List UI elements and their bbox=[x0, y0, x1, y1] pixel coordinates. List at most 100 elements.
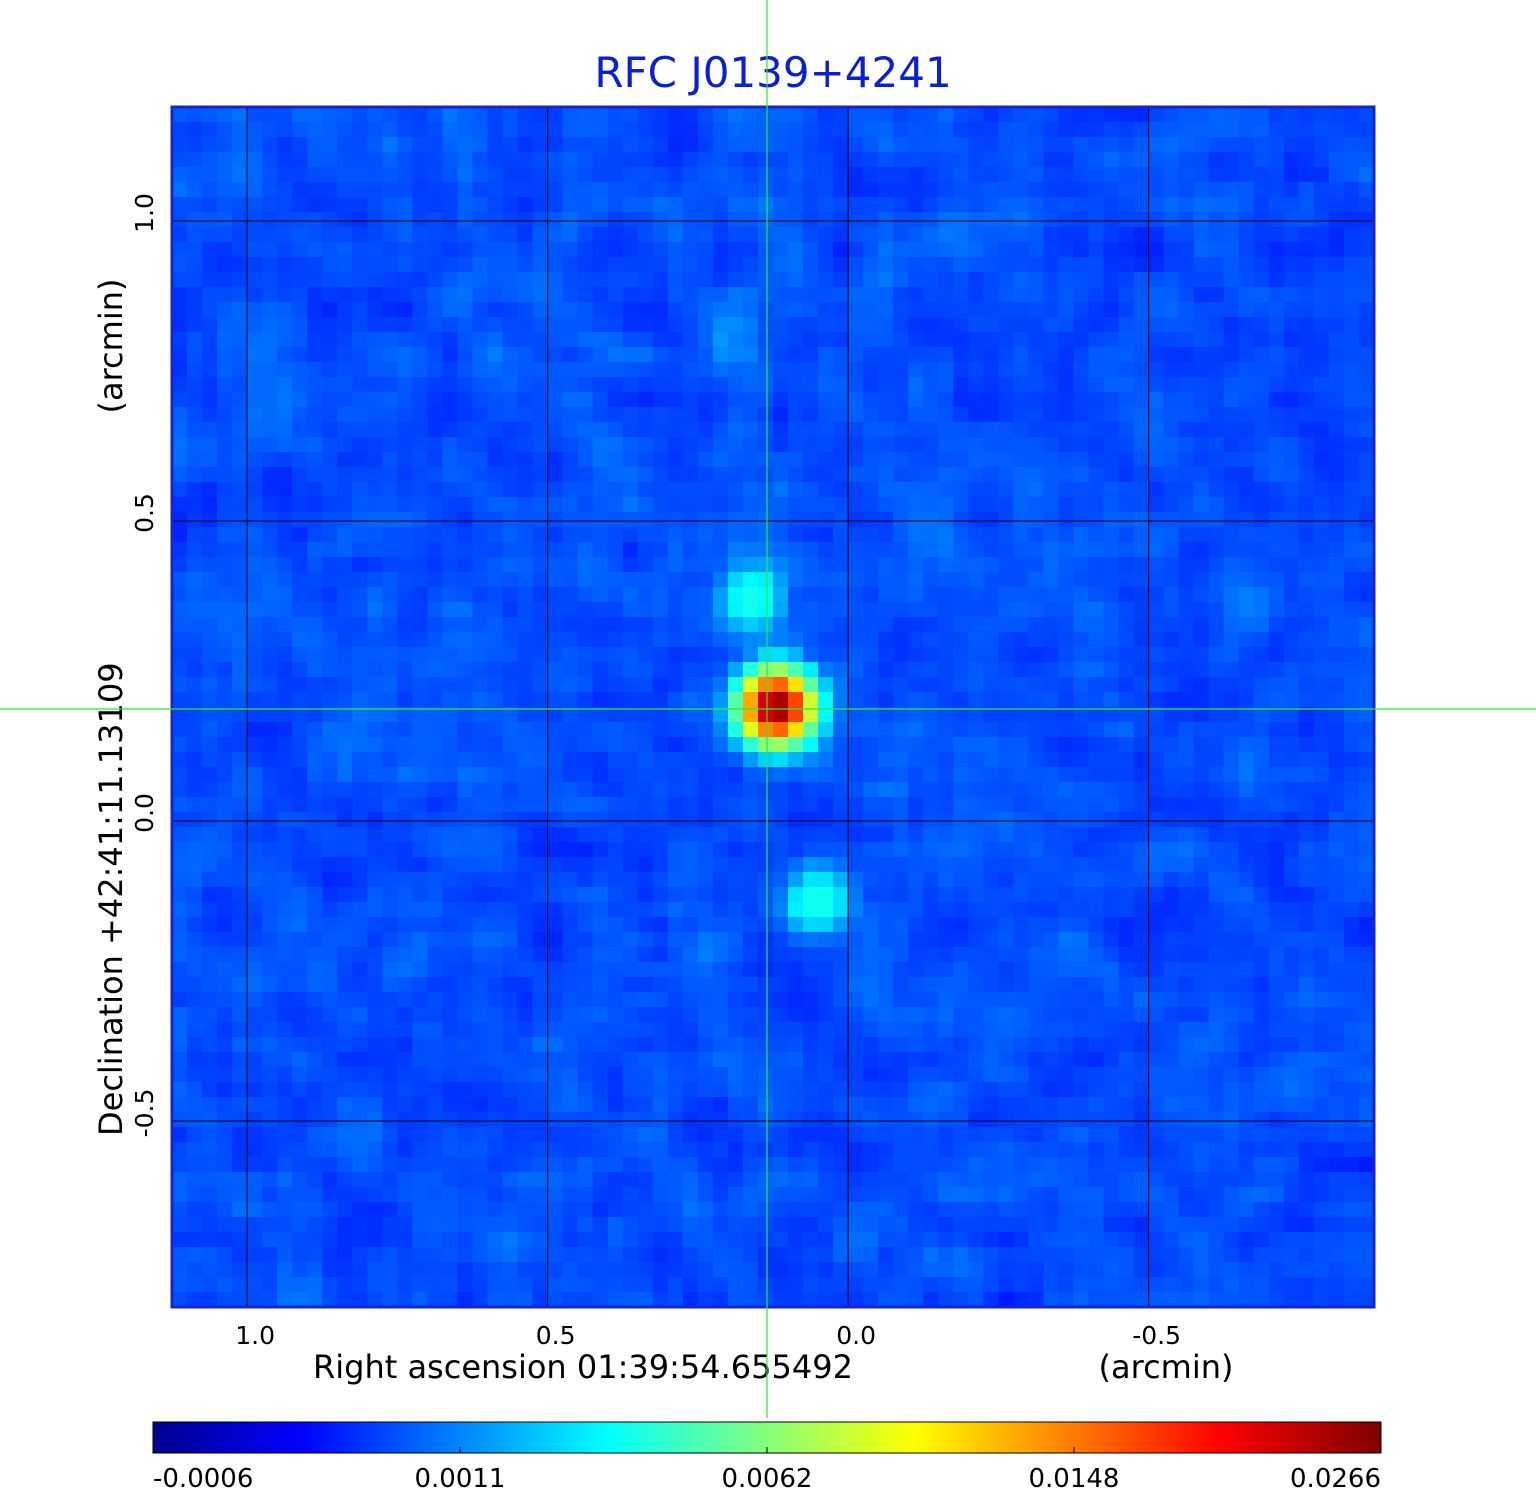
heatmap-cell bbox=[1253, 197, 1270, 213]
heatmap-cell bbox=[1088, 197, 1105, 213]
heatmap-cell bbox=[1313, 467, 1330, 483]
heatmap-cell bbox=[382, 377, 398, 393]
heatmap-cell bbox=[727, 152, 744, 168]
heatmap-cell bbox=[1043, 872, 1060, 888]
heatmap-cell bbox=[292, 1007, 308, 1023]
heatmap-cell bbox=[592, 137, 609, 153]
heatmap-cell bbox=[1028, 662, 1045, 678]
heatmap-cell bbox=[187, 662, 203, 678]
heatmap-cell bbox=[938, 167, 954, 183]
heatmap-cell bbox=[397, 677, 414, 693]
heatmap-cell bbox=[1058, 677, 1075, 693]
heatmap-cell bbox=[1073, 467, 1090, 483]
heatmap-cell bbox=[547, 497, 564, 513]
heatmap-cell bbox=[908, 947, 924, 963]
heatmap-cell bbox=[833, 617, 849, 633]
heatmap-cell bbox=[727, 827, 744, 843]
heatmap-cell bbox=[352, 602, 368, 618]
heatmap-cell bbox=[1283, 932, 1300, 948]
heatmap-cell bbox=[1358, 122, 1375, 138]
heatmap-cell bbox=[923, 977, 939, 993]
heatmap-cell bbox=[1343, 332, 1360, 348]
heatmap-cell bbox=[833, 902, 849, 918]
heatmap-cell bbox=[998, 827, 1015, 843]
heatmap-cell bbox=[1313, 1007, 1330, 1023]
heatmap-cell bbox=[833, 737, 849, 753]
heatmap-cell bbox=[562, 332, 579, 348]
heatmap-cell bbox=[757, 617, 774, 633]
heatmap-cell bbox=[367, 812, 383, 828]
heatmap-cell bbox=[727, 527, 744, 543]
heatmap-cell bbox=[727, 932, 744, 948]
heatmap-cell bbox=[757, 302, 774, 318]
heatmap-cell bbox=[337, 527, 353, 543]
heatmap-cell bbox=[1028, 992, 1045, 1008]
heatmap-cell bbox=[187, 452, 203, 468]
heatmap-cell bbox=[607, 797, 624, 813]
heatmap-cell bbox=[487, 962, 504, 978]
heatmap-cell bbox=[1118, 1022, 1135, 1038]
heatmap-cell bbox=[202, 692, 218, 708]
heatmap-cell bbox=[472, 362, 489, 378]
heatmap-cell bbox=[1073, 332, 1090, 348]
heatmap-cell bbox=[788, 572, 804, 588]
heatmap-cell bbox=[1133, 707, 1150, 723]
heatmap-cell bbox=[397, 1007, 414, 1023]
heatmap-cell bbox=[1298, 377, 1315, 393]
heatmap-cell bbox=[322, 572, 338, 588]
heatmap-cell bbox=[953, 422, 969, 438]
heatmap-cell bbox=[652, 767, 669, 783]
heatmap-cell bbox=[277, 812, 293, 828]
heatmap-cell bbox=[953, 932, 969, 948]
heatmap-cell bbox=[1283, 677, 1300, 693]
heatmap-cell bbox=[773, 482, 789, 498]
heatmap-cell bbox=[682, 512, 699, 528]
heatmap-cell bbox=[1148, 752, 1165, 768]
heatmap-cell bbox=[682, 707, 699, 723]
heatmap-cell bbox=[1208, 752, 1225, 768]
heatmap-cell bbox=[1268, 407, 1285, 423]
heatmap-cell bbox=[1208, 662, 1225, 678]
heatmap-cell bbox=[1028, 152, 1045, 168]
heatmap-cell bbox=[352, 752, 368, 768]
heatmap-cell bbox=[1028, 947, 1045, 963]
heatmap-cell bbox=[277, 977, 293, 993]
heatmap-cell bbox=[562, 992, 579, 1008]
heatmap-cell bbox=[742, 512, 759, 528]
heatmap-cell bbox=[637, 962, 654, 978]
heatmap-cell bbox=[517, 557, 534, 573]
heatmap-cell bbox=[652, 692, 669, 708]
heatmap-cell bbox=[848, 422, 864, 438]
heatmap-cell bbox=[1103, 167, 1120, 183]
heatmap-cell bbox=[517, 677, 534, 693]
heatmap-cell bbox=[577, 467, 594, 483]
heatmap-cell bbox=[1118, 497, 1135, 513]
heatmap-cell bbox=[848, 977, 864, 993]
heatmap-cell bbox=[953, 902, 969, 918]
heatmap-cell bbox=[1118, 257, 1135, 273]
heatmap-cell bbox=[1148, 302, 1165, 318]
heatmap-cell bbox=[923, 602, 939, 618]
heatmap-cell bbox=[187, 647, 203, 663]
heatmap-cell bbox=[652, 902, 669, 918]
heatmap-cell bbox=[517, 587, 534, 603]
heatmap-cell bbox=[1118, 812, 1135, 828]
heatmap-cell bbox=[352, 887, 368, 903]
heatmap-cell bbox=[908, 692, 924, 708]
heatmap-cell bbox=[833, 437, 849, 453]
heatmap-cell bbox=[202, 617, 218, 633]
heatmap-cell bbox=[908, 827, 924, 843]
heatmap-cell bbox=[1028, 272, 1045, 288]
heatmap-cell bbox=[232, 812, 248, 828]
heatmap-cell bbox=[382, 152, 398, 168]
heatmap-cell bbox=[187, 917, 203, 933]
heatmap-cell bbox=[1358, 587, 1375, 603]
heatmap-cell bbox=[803, 872, 819, 888]
heatmap-cell bbox=[1208, 587, 1225, 603]
heatmap-cell bbox=[547, 392, 564, 408]
heatmap-cell bbox=[712, 932, 729, 948]
heatmap-cell bbox=[908, 197, 924, 213]
heatmap-cell bbox=[622, 857, 639, 873]
heatmap-cell bbox=[502, 692, 519, 708]
heatmap-cell bbox=[923, 302, 939, 318]
